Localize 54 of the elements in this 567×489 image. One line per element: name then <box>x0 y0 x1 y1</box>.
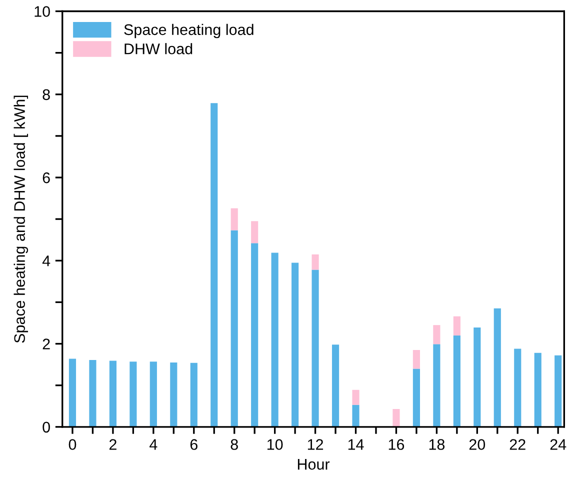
bar <box>433 325 440 344</box>
x-tick-label: 18 <box>429 439 445 450</box>
bar <box>352 390 360 405</box>
x-tick-label: 0 <box>68 439 76 450</box>
bar <box>412 368 420 427</box>
bar <box>68 358 76 427</box>
bar <box>332 344 340 427</box>
bar <box>494 308 501 427</box>
x-tick-label: 4 <box>150 439 158 450</box>
bar <box>474 328 481 427</box>
x-tick-label: 22 <box>510 439 526 450</box>
bar <box>453 316 460 336</box>
bar <box>292 262 299 427</box>
bar <box>251 221 258 244</box>
legend-label: Space heating load <box>124 24 254 38</box>
y-tick-label: 0 <box>42 422 50 433</box>
x-tick-label: 10 <box>267 439 283 450</box>
y-tick-label: 6 <box>42 172 50 184</box>
bar <box>230 230 238 427</box>
bar <box>89 360 96 427</box>
bar <box>150 362 157 427</box>
bar <box>190 362 198 427</box>
bar <box>251 243 258 427</box>
y-tick-label: 4 <box>42 256 50 266</box>
bar <box>412 350 420 369</box>
bar <box>312 254 319 270</box>
x-tick-label: 6 <box>190 439 198 450</box>
bar <box>392 409 400 427</box>
y-axis-title: Space heating and DHW load [ kWh] <box>14 96 28 343</box>
x-tick-label: 2 <box>109 439 116 450</box>
bar <box>271 252 278 427</box>
bar <box>230 208 238 230</box>
x-tick-label: 20 <box>469 439 486 450</box>
bar <box>352 404 360 427</box>
bar <box>210 103 218 427</box>
x-tick-label: 14 <box>348 439 364 450</box>
y-tick-label: 10 <box>34 6 50 17</box>
x-tick-label: 12 <box>308 439 324 450</box>
x-tick-label: 8 <box>230 439 238 450</box>
bar <box>453 335 460 427</box>
bar <box>534 352 542 427</box>
bar <box>109 360 116 427</box>
y-tick-label: 8 <box>42 89 50 100</box>
bar <box>554 355 562 427</box>
x-axis-title: Hour <box>298 459 330 470</box>
y-tick-label: 2 <box>42 338 50 350</box>
x-tick-label: 16 <box>388 439 404 450</box>
x-tick-label: 24 <box>550 439 566 450</box>
bar <box>312 270 319 427</box>
legend-label: DHW load <box>124 43 192 54</box>
bar <box>514 348 522 427</box>
bar <box>170 362 178 427</box>
bar <box>130 362 137 427</box>
bar <box>433 344 440 427</box>
